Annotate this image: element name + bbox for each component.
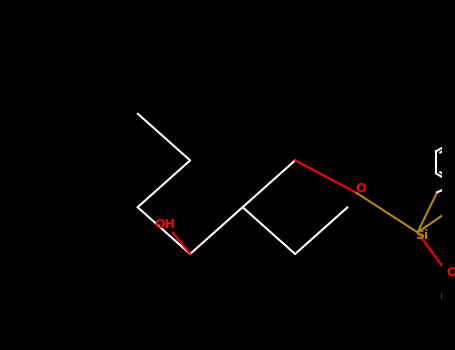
Text: OH: OH [154, 218, 175, 231]
Text: Si: Si [415, 229, 428, 242]
Text: O: O [355, 182, 365, 195]
Text: O: O [446, 266, 455, 279]
